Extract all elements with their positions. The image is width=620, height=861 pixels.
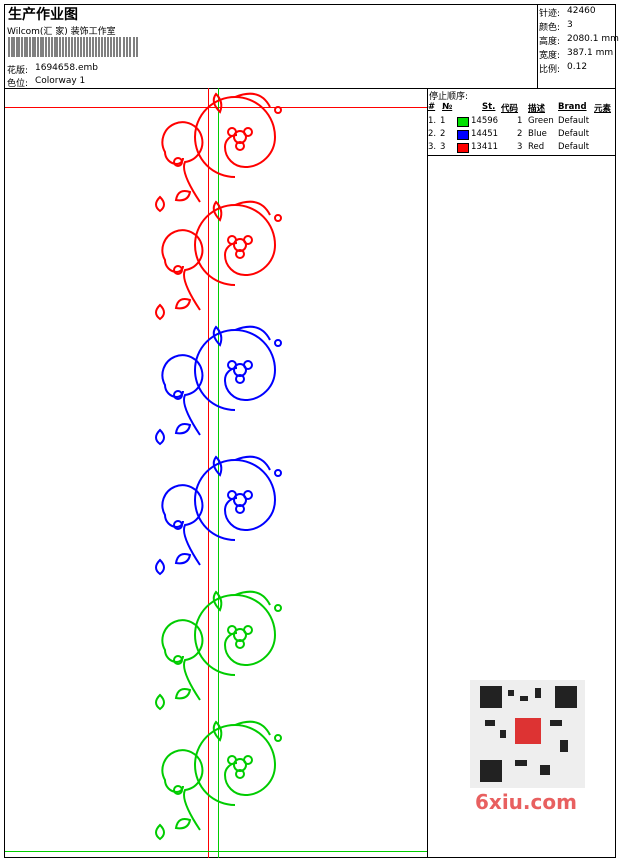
watermark: 6xiu.com (475, 790, 577, 814)
row-index: 2. (428, 129, 437, 139)
description: Green (528, 116, 554, 126)
stitches: 13411 (471, 142, 499, 152)
title: 生产作业图 (8, 7, 78, 23)
code: 2 (517, 129, 523, 139)
stat-label: 高度: (539, 37, 561, 47)
colorway-label: 色位: (7, 79, 29, 89)
stat-label: 宽度: (539, 51, 561, 61)
row-number: 3 (440, 142, 446, 152)
column-header: 元素 (594, 104, 612, 114)
stat-value: 42460 (567, 6, 596, 16)
column-header: # (428, 102, 436, 112)
stat-label: 针迹: (539, 9, 561, 19)
column-header: 描述 (528, 104, 546, 114)
brand: Default (558, 129, 590, 139)
description: Red (528, 142, 545, 152)
code: 1 (517, 116, 523, 126)
row-index: 3. (428, 142, 437, 152)
description: Blue (528, 129, 547, 139)
row-number: 1 (440, 116, 446, 126)
stop-title: 停止顺序: (429, 92, 469, 102)
color-swatch (457, 143, 469, 153)
column-header: 代码 (501, 104, 519, 114)
stat-value: 387.1 mm (567, 48, 614, 58)
stat-value: 0.12 (567, 62, 588, 72)
stat-label: 比例: (539, 65, 561, 75)
color-swatch (457, 130, 469, 140)
brand: Default (558, 142, 590, 152)
studio: Wilcom(汇 家) 装饰工作室 (7, 27, 116, 37)
design-label: 花版: (7, 66, 29, 76)
stat-label: 颜色: (539, 23, 561, 33)
column-header: № (442, 102, 453, 112)
column-header: Brand (558, 102, 587, 112)
stitches: 14596 (471, 116, 499, 126)
column-header: St. (482, 102, 496, 112)
colorway: Colorway 1 (35, 76, 86, 86)
brand: Default (558, 116, 590, 126)
row-number: 2 (440, 129, 446, 139)
design: 1694658.emb (35, 63, 98, 73)
stat-value: 2080.1 mm (567, 34, 619, 44)
color-swatch (457, 117, 469, 127)
code: 3 (517, 142, 523, 152)
stitches: 14451 (471, 129, 499, 139)
row-index: 1. (428, 116, 437, 126)
stat-value: 3 (567, 20, 573, 30)
